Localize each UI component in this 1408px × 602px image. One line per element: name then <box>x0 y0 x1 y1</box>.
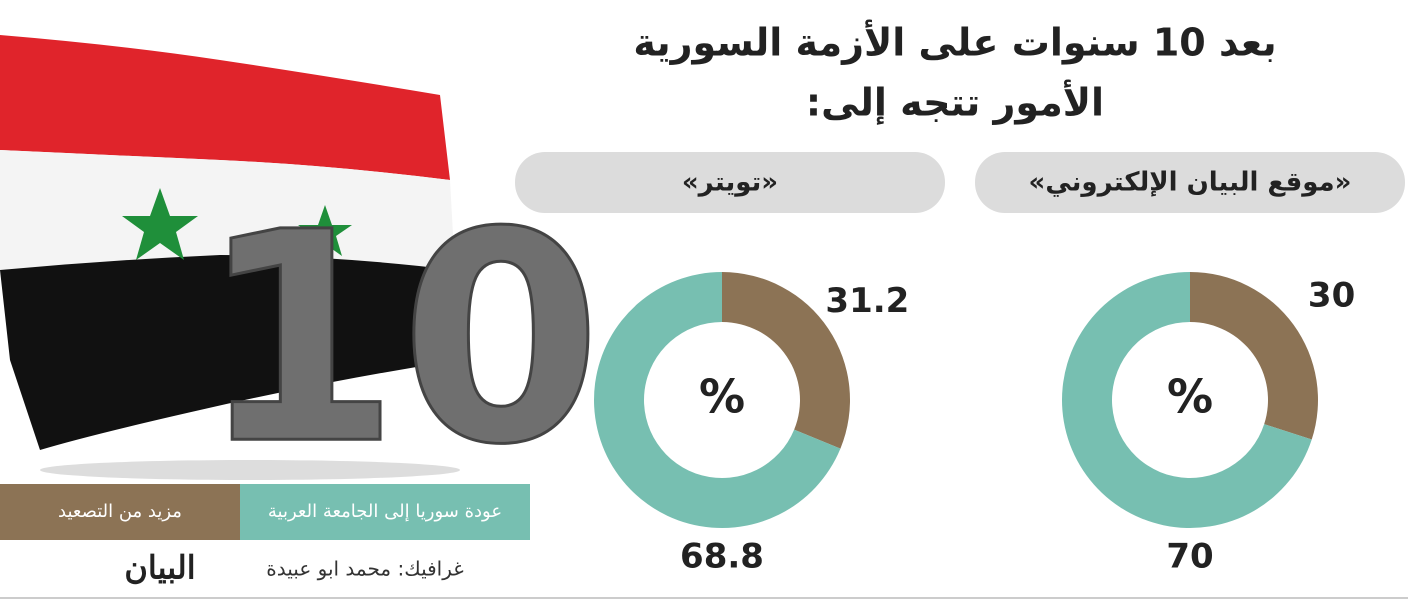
value-label: 68.8 <box>680 537 764 577</box>
center-label: % <box>699 370 745 424</box>
credit: غرافيك: محمد ابو عبيدة <box>266 557 463 581</box>
chart-title: «موقع البيان الإلكتروني» <box>1029 168 1352 198</box>
legend-label: عودة سوريا إلى الجامعة العربية <box>268 501 502 522</box>
donut-slice <box>1190 272 1318 440</box>
center-label: % <box>1167 370 1213 424</box>
value-label: 70 <box>1166 537 1213 577</box>
donut-slice <box>1062 272 1312 528</box>
chart-title: «تويتر» <box>682 168 778 198</box>
panel-header <box>975 152 1405 213</box>
title-line: بعد 10 سنوات على الأزمة السورية <box>633 19 1276 65</box>
value-label: 31.2 <box>825 281 909 321</box>
title-line: الأمور تتجه إلى: <box>806 79 1104 126</box>
legend-swatch <box>240 484 530 540</box>
flag <box>0 35 460 480</box>
value-label: 30 <box>1308 276 1355 316</box>
legend-label: مزيد من التصعيد <box>58 501 182 522</box>
legend-swatch <box>0 484 240 540</box>
donut-slice <box>594 271 841 528</box>
hero-number: 10 <box>198 171 602 508</box>
panel-header <box>515 152 945 213</box>
logo: البيان <box>124 549 195 587</box>
donut-slice <box>722 272 851 449</box>
